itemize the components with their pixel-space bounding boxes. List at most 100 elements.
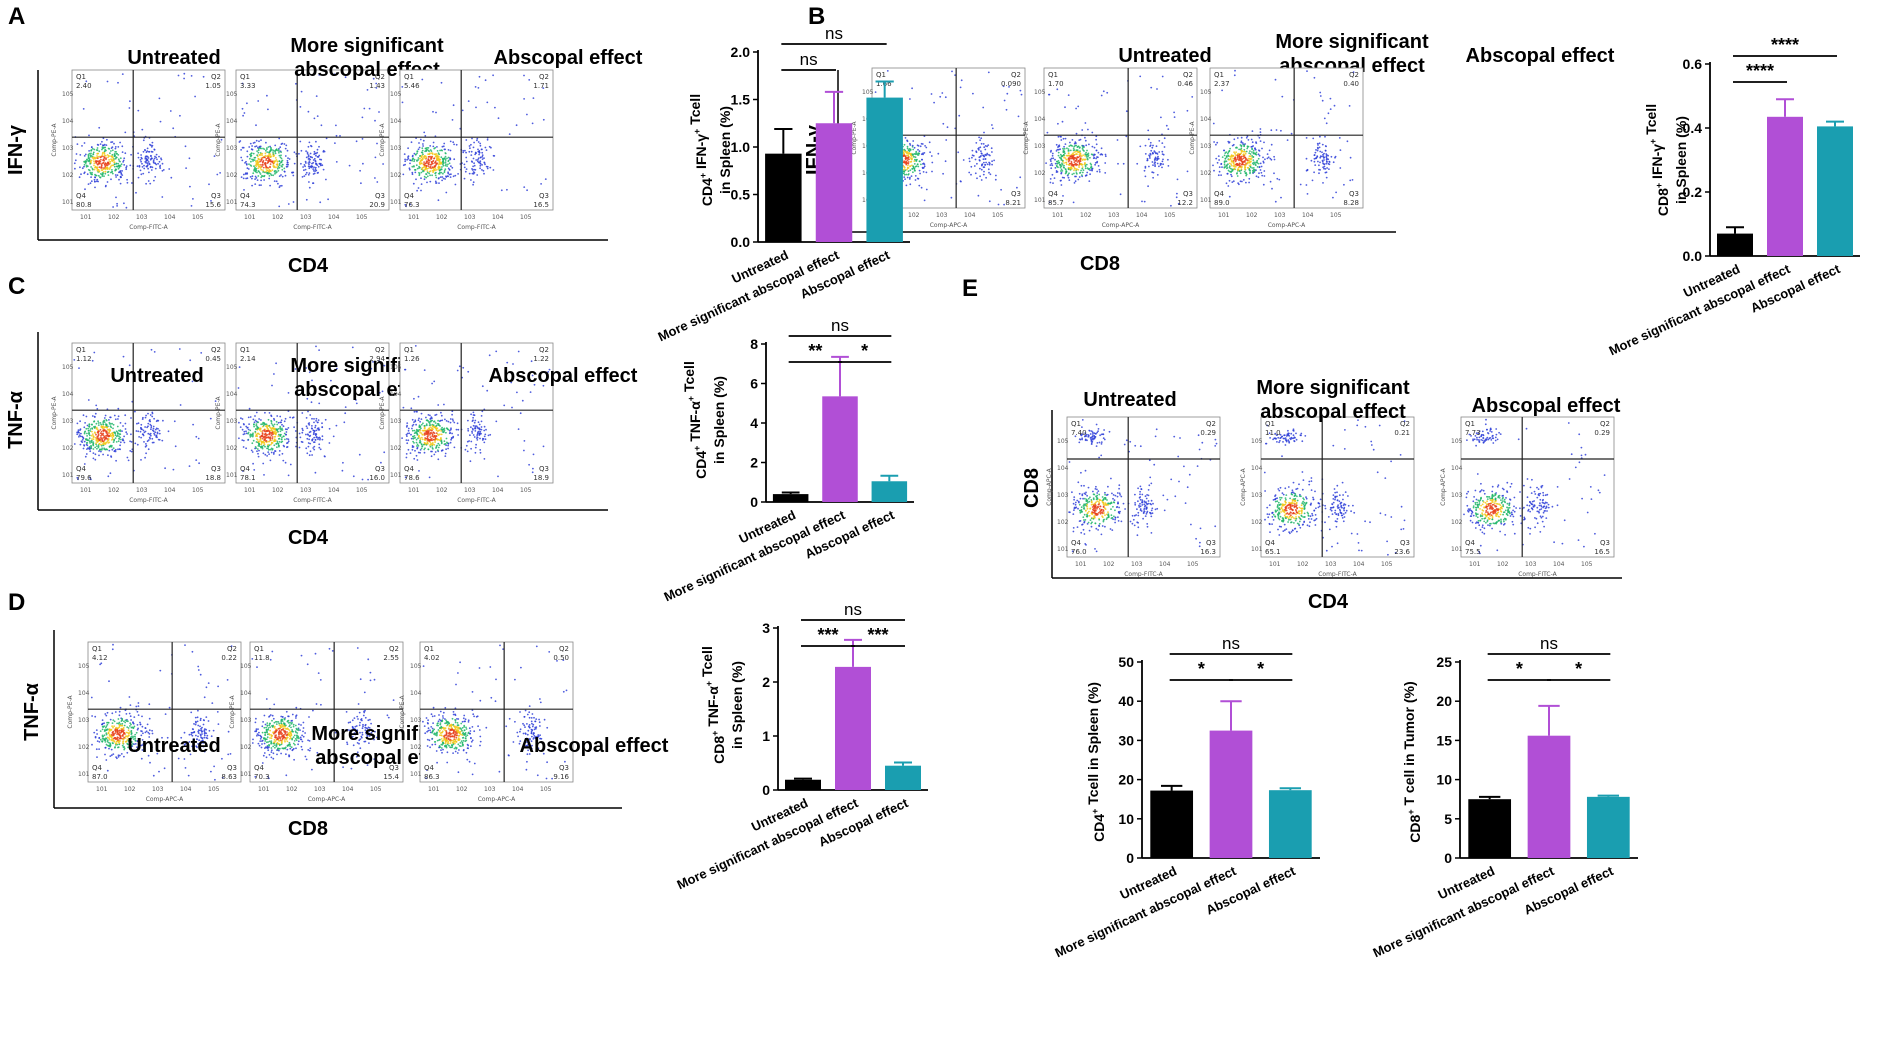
event-dot [474,446,477,449]
event-dot [1084,139,1087,142]
event-dot [248,423,251,425]
y-tick-label: 102 [226,172,238,179]
event-dot [380,461,382,464]
event-dot [277,430,279,433]
event-dot [423,429,426,432]
quadrant-q1-value: 3.33 [240,82,256,90]
event-dot [474,419,477,422]
event-dot [919,145,922,148]
event-dot [1093,153,1095,156]
event-dot [194,95,197,98]
event-dot [89,162,91,165]
event-dot [271,437,274,440]
event-dot [313,431,315,434]
event-dot [443,440,446,443]
event-dot [1243,170,1246,173]
event-dot [335,424,338,427]
event-dot [1224,157,1227,160]
event-dot [440,414,443,417]
event-dot [1068,157,1070,160]
event-dot [305,171,308,174]
event-dot [419,155,421,157]
event-dot [432,438,435,441]
event-dot [1237,158,1240,161]
event-dot [83,431,86,434]
event-dot [425,147,427,150]
event-dot [411,445,414,447]
event-dot [980,155,982,157]
event-dot [429,444,431,447]
event-dot [318,402,321,405]
event-dot [432,141,435,144]
event-dot [157,162,160,165]
event-dot [280,438,283,441]
event-dot [105,163,108,166]
y-tick-label: 101 [62,472,74,479]
event-dot [118,178,120,181]
event-dot [1212,122,1215,125]
event-dot [435,182,437,184]
event-dot [414,345,417,347]
event-dot [411,159,413,162]
event-dot [279,156,282,159]
event-dot [273,451,275,454]
event-dot [1269,157,1272,160]
event-dot [96,408,99,410]
event-dot [413,442,415,444]
x-tick-label: 103 [1274,212,1286,219]
event-dot [306,433,309,436]
event-dot [415,428,418,431]
event-dot [299,436,302,439]
event-dot [157,428,159,430]
event-dot [84,455,87,458]
event-dot [1153,160,1156,162]
event-dot [273,170,276,173]
event-dot [470,160,473,163]
event-dot [130,441,133,443]
event-dot [113,414,116,417]
event-dot [117,440,120,443]
event-dot [428,428,431,431]
event-dot [1321,151,1323,154]
event-dot [172,468,175,471]
event-dot [178,348,181,350]
event-dot [92,435,95,438]
event-dot [260,147,262,150]
event-dot [93,148,96,151]
event-dot [145,159,148,162]
y-tick-label: 102 [78,744,90,751]
event-dot [273,417,275,420]
x-tick-label: 101 [408,214,420,221]
event-dot [425,161,428,164]
event-dot [118,166,121,169]
event-dot [1051,164,1054,167]
event-dot [523,98,525,100]
event-dot [272,164,275,166]
event-dot [443,142,446,145]
event-dot [905,157,908,160]
x-tick-label: 104 [164,487,176,494]
event-dot [312,159,315,161]
event-dot [432,145,435,148]
event-dot [1268,149,1271,152]
event-dot [976,162,978,165]
event-dot [104,448,107,451]
event-dot [1351,179,1354,181]
event-dot [254,430,257,433]
event-dot [219,172,222,174]
event-dot [420,443,423,445]
x-tick-label: 104 [492,487,504,494]
event-dot [437,152,440,155]
event-dot [444,168,447,171]
event-dot [1081,166,1084,169]
event-dot [526,189,528,192]
event-dot [1349,156,1352,159]
event-dot [84,188,86,191]
event-dot [104,414,107,417]
event-dot [413,457,416,460]
event-dot [82,414,85,417]
event-dot [104,172,107,175]
event-dot [265,157,268,160]
event-dot [280,429,283,431]
event-dot [312,173,315,175]
